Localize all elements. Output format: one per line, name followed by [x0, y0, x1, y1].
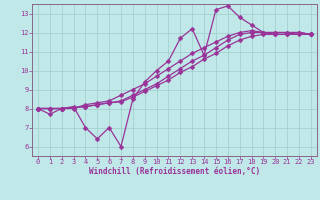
X-axis label: Windchill (Refroidissement éolien,°C): Windchill (Refroidissement éolien,°C): [89, 167, 260, 176]
